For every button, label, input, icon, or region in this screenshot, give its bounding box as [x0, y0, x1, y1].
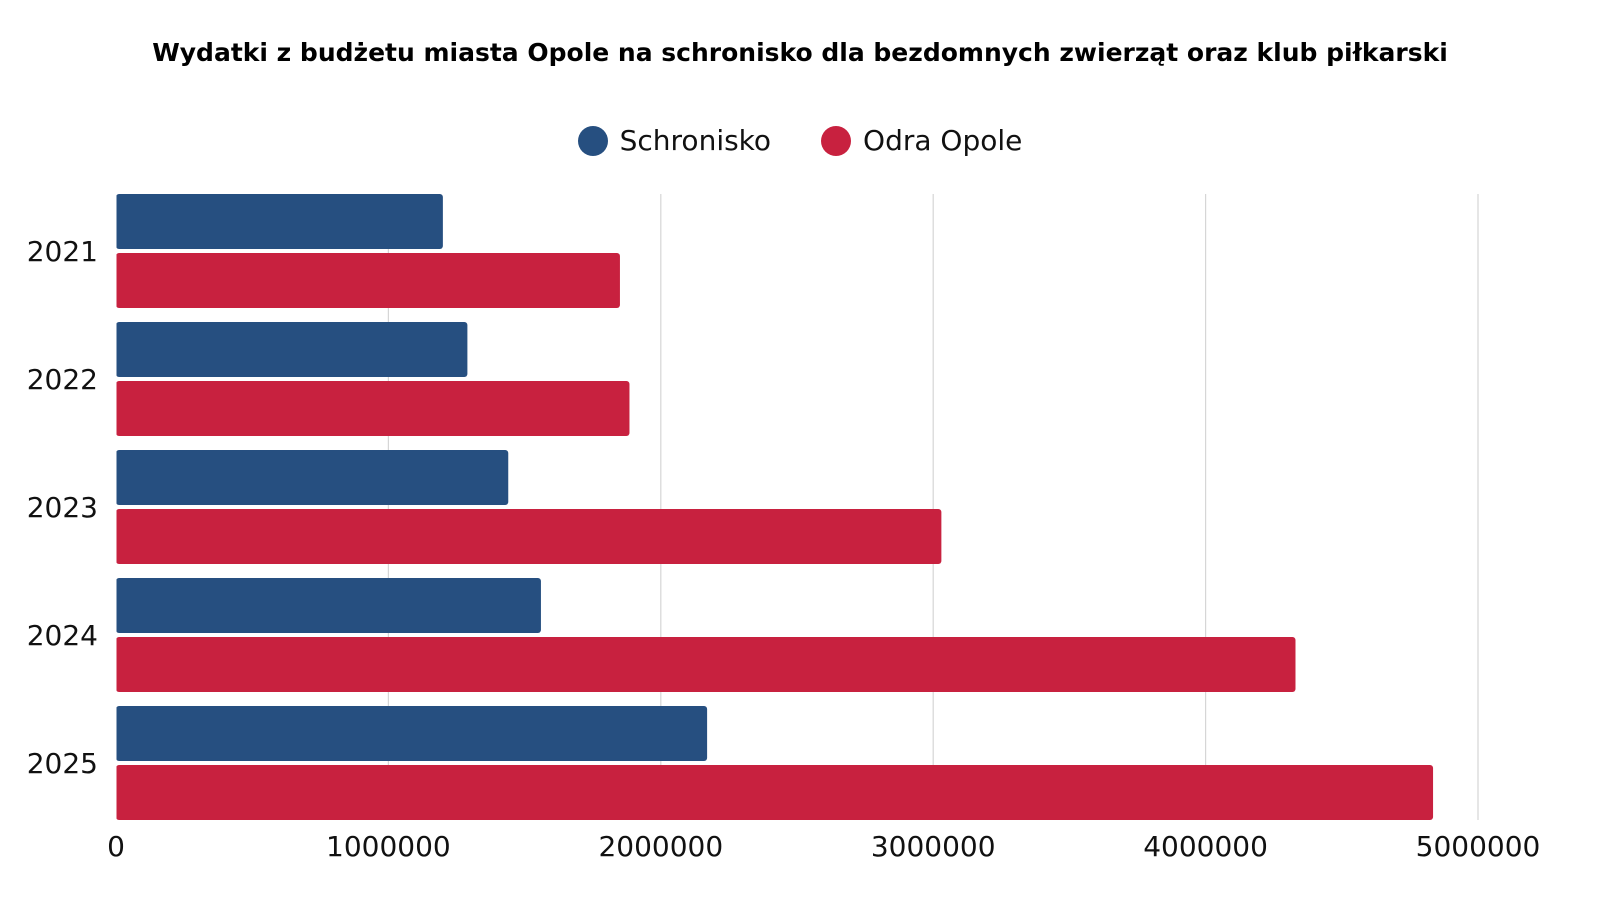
bar-odra-opole-2025 [116, 765, 1434, 820]
legend-entry-schronisko[interactable]: Schronisko [577, 124, 772, 157]
bar-schronisko-2023 [116, 450, 509, 505]
legend-entry-odra-opole[interactable]: Odra Opole [821, 124, 1022, 157]
legend-label-schronisko: Schronisko [619, 124, 772, 157]
x-tick-label-3: 3000000 [871, 830, 996, 863]
legend-marker-odra-opole [821, 125, 852, 156]
bar-odra-opole-2021 [116, 253, 620, 308]
bar-schronisko-2022 [116, 322, 468, 377]
legend-label-odra-opole: Odra Opole [863, 124, 1023, 157]
x-tick-label-0: 0 [107, 830, 125, 863]
x-tick-label-2: 2000000 [598, 830, 723, 863]
y-tick-label-2025: 2025 [27, 747, 98, 780]
x-tick-label-1: 1000000 [326, 830, 451, 863]
y-tick-label-2023: 2023 [27, 491, 98, 524]
legend: Schronisko Odra Opole [0, 124, 1600, 157]
bar-schronisko-2025 [116, 706, 708, 761]
chart-title: Wydatki z budżetu miasta Opole na schron… [152, 38, 1448, 67]
y-tick-label-2024: 2024 [27, 619, 98, 652]
bar-schronisko-2021 [116, 194, 443, 249]
bar-odra-opole-2022 [116, 381, 630, 436]
x-tick-label-4: 4000000 [1143, 830, 1268, 863]
legend-marker-schronisko [577, 125, 608, 156]
bar-schronisko-2024 [116, 578, 541, 633]
y-tick-label-2021: 2021 [27, 235, 98, 268]
x-tick-label-5: 5000000 [1416, 830, 1541, 863]
bar-odra-opole-2023 [116, 509, 942, 564]
y-tick-label-2022: 2022 [27, 363, 98, 396]
bar-odra-opole-2024 [116, 637, 1296, 692]
